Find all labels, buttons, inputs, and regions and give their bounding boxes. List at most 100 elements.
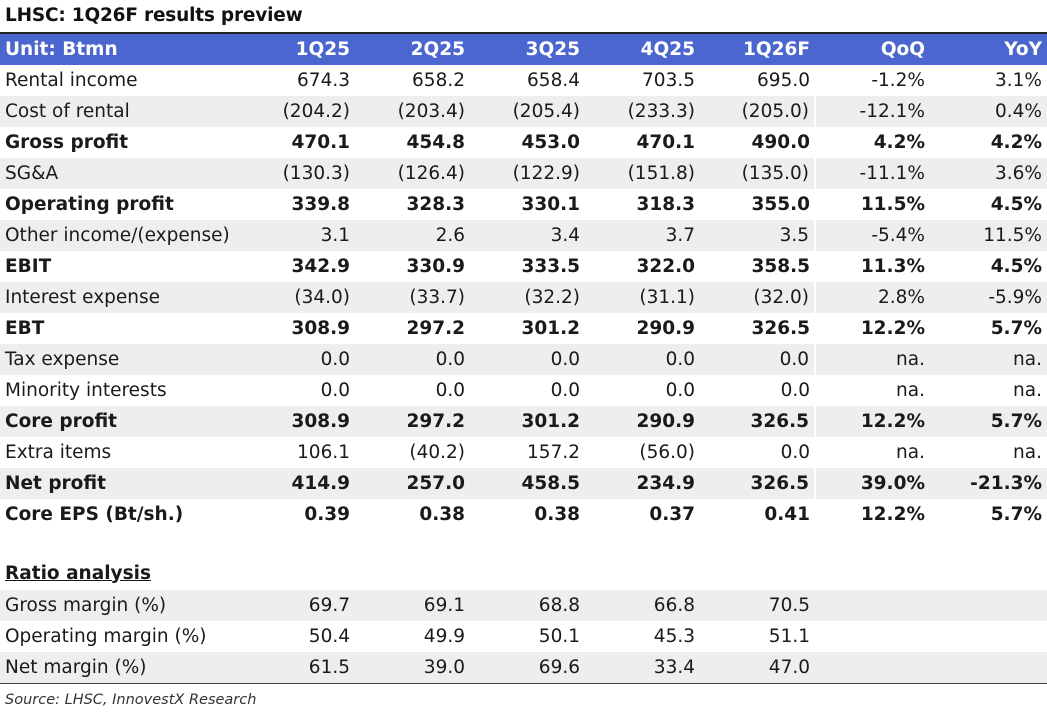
table-cell: 297.2 bbox=[406, 318, 465, 339]
table-cell: 257.0 bbox=[355, 468, 470, 499]
row-label: EBIT bbox=[5, 256, 52, 277]
table-cell: 0.0 bbox=[245, 344, 355, 375]
table-row: Gross profit 470.1 454.8 453.0 470.1 490.0 4.2… bbox=[0, 127, 1047, 158]
ratio-cell: 50.1 bbox=[538, 626, 580, 647]
table-row: Other income/(expense) 3.1 2.6 3.4 3.7 3.5 -5.… bbox=[0, 220, 1047, 251]
spacer-cell bbox=[0, 530, 1047, 556]
table-cell: 12.2% bbox=[860, 318, 925, 339]
table-cell: 4.5% bbox=[990, 256, 1042, 277]
row-label: Gross profit bbox=[5, 132, 129, 153]
table-cell: 308.9 bbox=[291, 318, 350, 339]
table-cell: (32.0) bbox=[700, 282, 815, 313]
table-cell: (33.7) bbox=[355, 282, 470, 313]
table-cell: 326.5 bbox=[751, 318, 810, 339]
table-cell: (205.0) bbox=[700, 96, 815, 127]
table-row: SG&A (130.3) (126.4) (122.9) (151.8) (135.0) -… bbox=[0, 158, 1047, 189]
table-cell: 703.5 bbox=[642, 70, 695, 91]
table-cell: -5.9% bbox=[930, 282, 1047, 313]
table-cell: 333.5 bbox=[521, 256, 580, 277]
table-cell: 0.41 bbox=[764, 504, 810, 525]
table-cell: -21.3% bbox=[930, 468, 1047, 499]
ratio-cell: 69.1 bbox=[355, 590, 470, 621]
col-header-yoy: YoY bbox=[930, 34, 1047, 65]
row-label: Extra items bbox=[5, 442, 112, 463]
ratio-section-title: Ratio analysis bbox=[5, 562, 151, 584]
table-cell: 458.5 bbox=[470, 468, 585, 499]
table-cell: na. bbox=[896, 380, 925, 401]
table-cell: 0.0 bbox=[550, 380, 580, 401]
table-cell: 3.1% bbox=[995, 70, 1042, 91]
ratio-cell: 61.5 bbox=[245, 652, 355, 684]
table-cell: 297.2 bbox=[355, 406, 470, 437]
table-cell: 0.38 bbox=[419, 504, 465, 525]
table-cell: 3.4 bbox=[470, 220, 585, 251]
ratio-cell: 69.7 bbox=[245, 590, 355, 621]
table-cell: 0.0 bbox=[665, 380, 695, 401]
ratio-empty-cell bbox=[930, 621, 1047, 652]
table-cell: -1.2% bbox=[871, 70, 925, 91]
table-cell: 2.8% bbox=[814, 282, 930, 313]
table-cell: na. bbox=[814, 344, 930, 375]
table-cell: 0.37 bbox=[649, 504, 695, 525]
source-note: Source: LHSC, InnovestX Research bbox=[5, 692, 257, 708]
ratio-cell: 49.9 bbox=[423, 626, 465, 647]
table-cell: 3.7 bbox=[585, 220, 700, 251]
table-cell: 658.2 bbox=[412, 70, 465, 91]
table-cell: 326.5 bbox=[700, 406, 815, 437]
spacer-row bbox=[0, 530, 1047, 556]
table-cell: (204.2) bbox=[245, 96, 355, 127]
table-cell: 106.1 bbox=[297, 442, 350, 463]
col-header-4q25: 4Q25 bbox=[585, 34, 700, 65]
ratio-label: Net margin (%) bbox=[0, 652, 245, 684]
table-cell: 301.2 bbox=[470, 406, 585, 437]
table-cell: (32.2) bbox=[470, 282, 585, 313]
table-cell: 470.1 bbox=[636, 132, 695, 153]
table-cell: 414.9 bbox=[245, 468, 355, 499]
table-row: Cost of rental (204.2) (203.4) (205.4) (233.… bbox=[0, 96, 1047, 127]
row-label: Rental income bbox=[5, 70, 138, 91]
table-cell: 355.0 bbox=[751, 194, 810, 215]
row-label: Cost of rental bbox=[0, 96, 245, 127]
table-cell: na. bbox=[896, 442, 925, 463]
table-cell: 2.6 bbox=[355, 220, 470, 251]
ratio-cell: 51.1 bbox=[768, 626, 810, 647]
table-row: Extra items 106.1 (40.2) 157.2 (56.0) 0.0 na. n… bbox=[0, 437, 1047, 468]
ratio-cell: 45.3 bbox=[653, 626, 695, 647]
table-cell: 3.1 bbox=[245, 220, 355, 251]
table-cell: 3.5 bbox=[700, 220, 815, 251]
table-cell: 658.4 bbox=[527, 70, 580, 91]
table-cell: 290.9 bbox=[585, 406, 700, 437]
row-label: Core profit bbox=[0, 406, 245, 437]
table-body: Rental income 674.3 658.2 658.4 703.5 695.0 -1… bbox=[0, 65, 1047, 684]
table-row: EBT 308.9 297.2 301.2 290.9 326.5 12.2% 5.7% bbox=[0, 313, 1047, 344]
ratio-empty-cell bbox=[815, 590, 930, 621]
ratio-label: Gross margin (%) bbox=[0, 590, 245, 621]
table-cell: (126.4) bbox=[355, 158, 470, 189]
table-cell: 11.5% bbox=[860, 194, 925, 215]
table-cell: 157.2 bbox=[527, 442, 580, 463]
ratio-cell: 50.4 bbox=[308, 626, 350, 647]
title-divider bbox=[0, 32, 1047, 34]
ratio-label: Operating margin (%) bbox=[5, 626, 207, 647]
col-header-2q25: 2Q25 bbox=[355, 34, 470, 65]
table-cell: 454.8 bbox=[406, 132, 465, 153]
table-cell: (151.8) bbox=[585, 158, 700, 189]
table-row: Tax expense 0.0 0.0 0.0 0.0 0.0 na. na. bbox=[0, 344, 1047, 375]
table-cell: (40.2) bbox=[409, 442, 465, 463]
table-cell: 328.3 bbox=[406, 194, 465, 215]
table-cell: 0.4% bbox=[930, 96, 1047, 127]
ratio-cell: 68.8 bbox=[470, 590, 585, 621]
row-label: Core EPS (Bt/sh.) bbox=[5, 504, 184, 525]
col-header-3q25: 3Q25 bbox=[470, 34, 585, 65]
table-cell: 470.1 bbox=[291, 132, 350, 153]
col-header-1q26f: 1Q26F bbox=[700, 34, 815, 65]
table-cell: 4.5% bbox=[990, 194, 1042, 215]
table-cell: -5.4% bbox=[814, 220, 930, 251]
table-cell: 0.0 bbox=[320, 380, 350, 401]
unit-header: Unit: Btmn bbox=[0, 34, 245, 65]
table-cell: (205.4) bbox=[470, 96, 585, 127]
table-cell: 695.0 bbox=[757, 70, 810, 91]
ratio-section-header: Ratio analysis bbox=[0, 556, 1047, 590]
row-label: Other income/(expense) bbox=[0, 220, 245, 251]
table-cell: (233.3) bbox=[585, 96, 700, 127]
